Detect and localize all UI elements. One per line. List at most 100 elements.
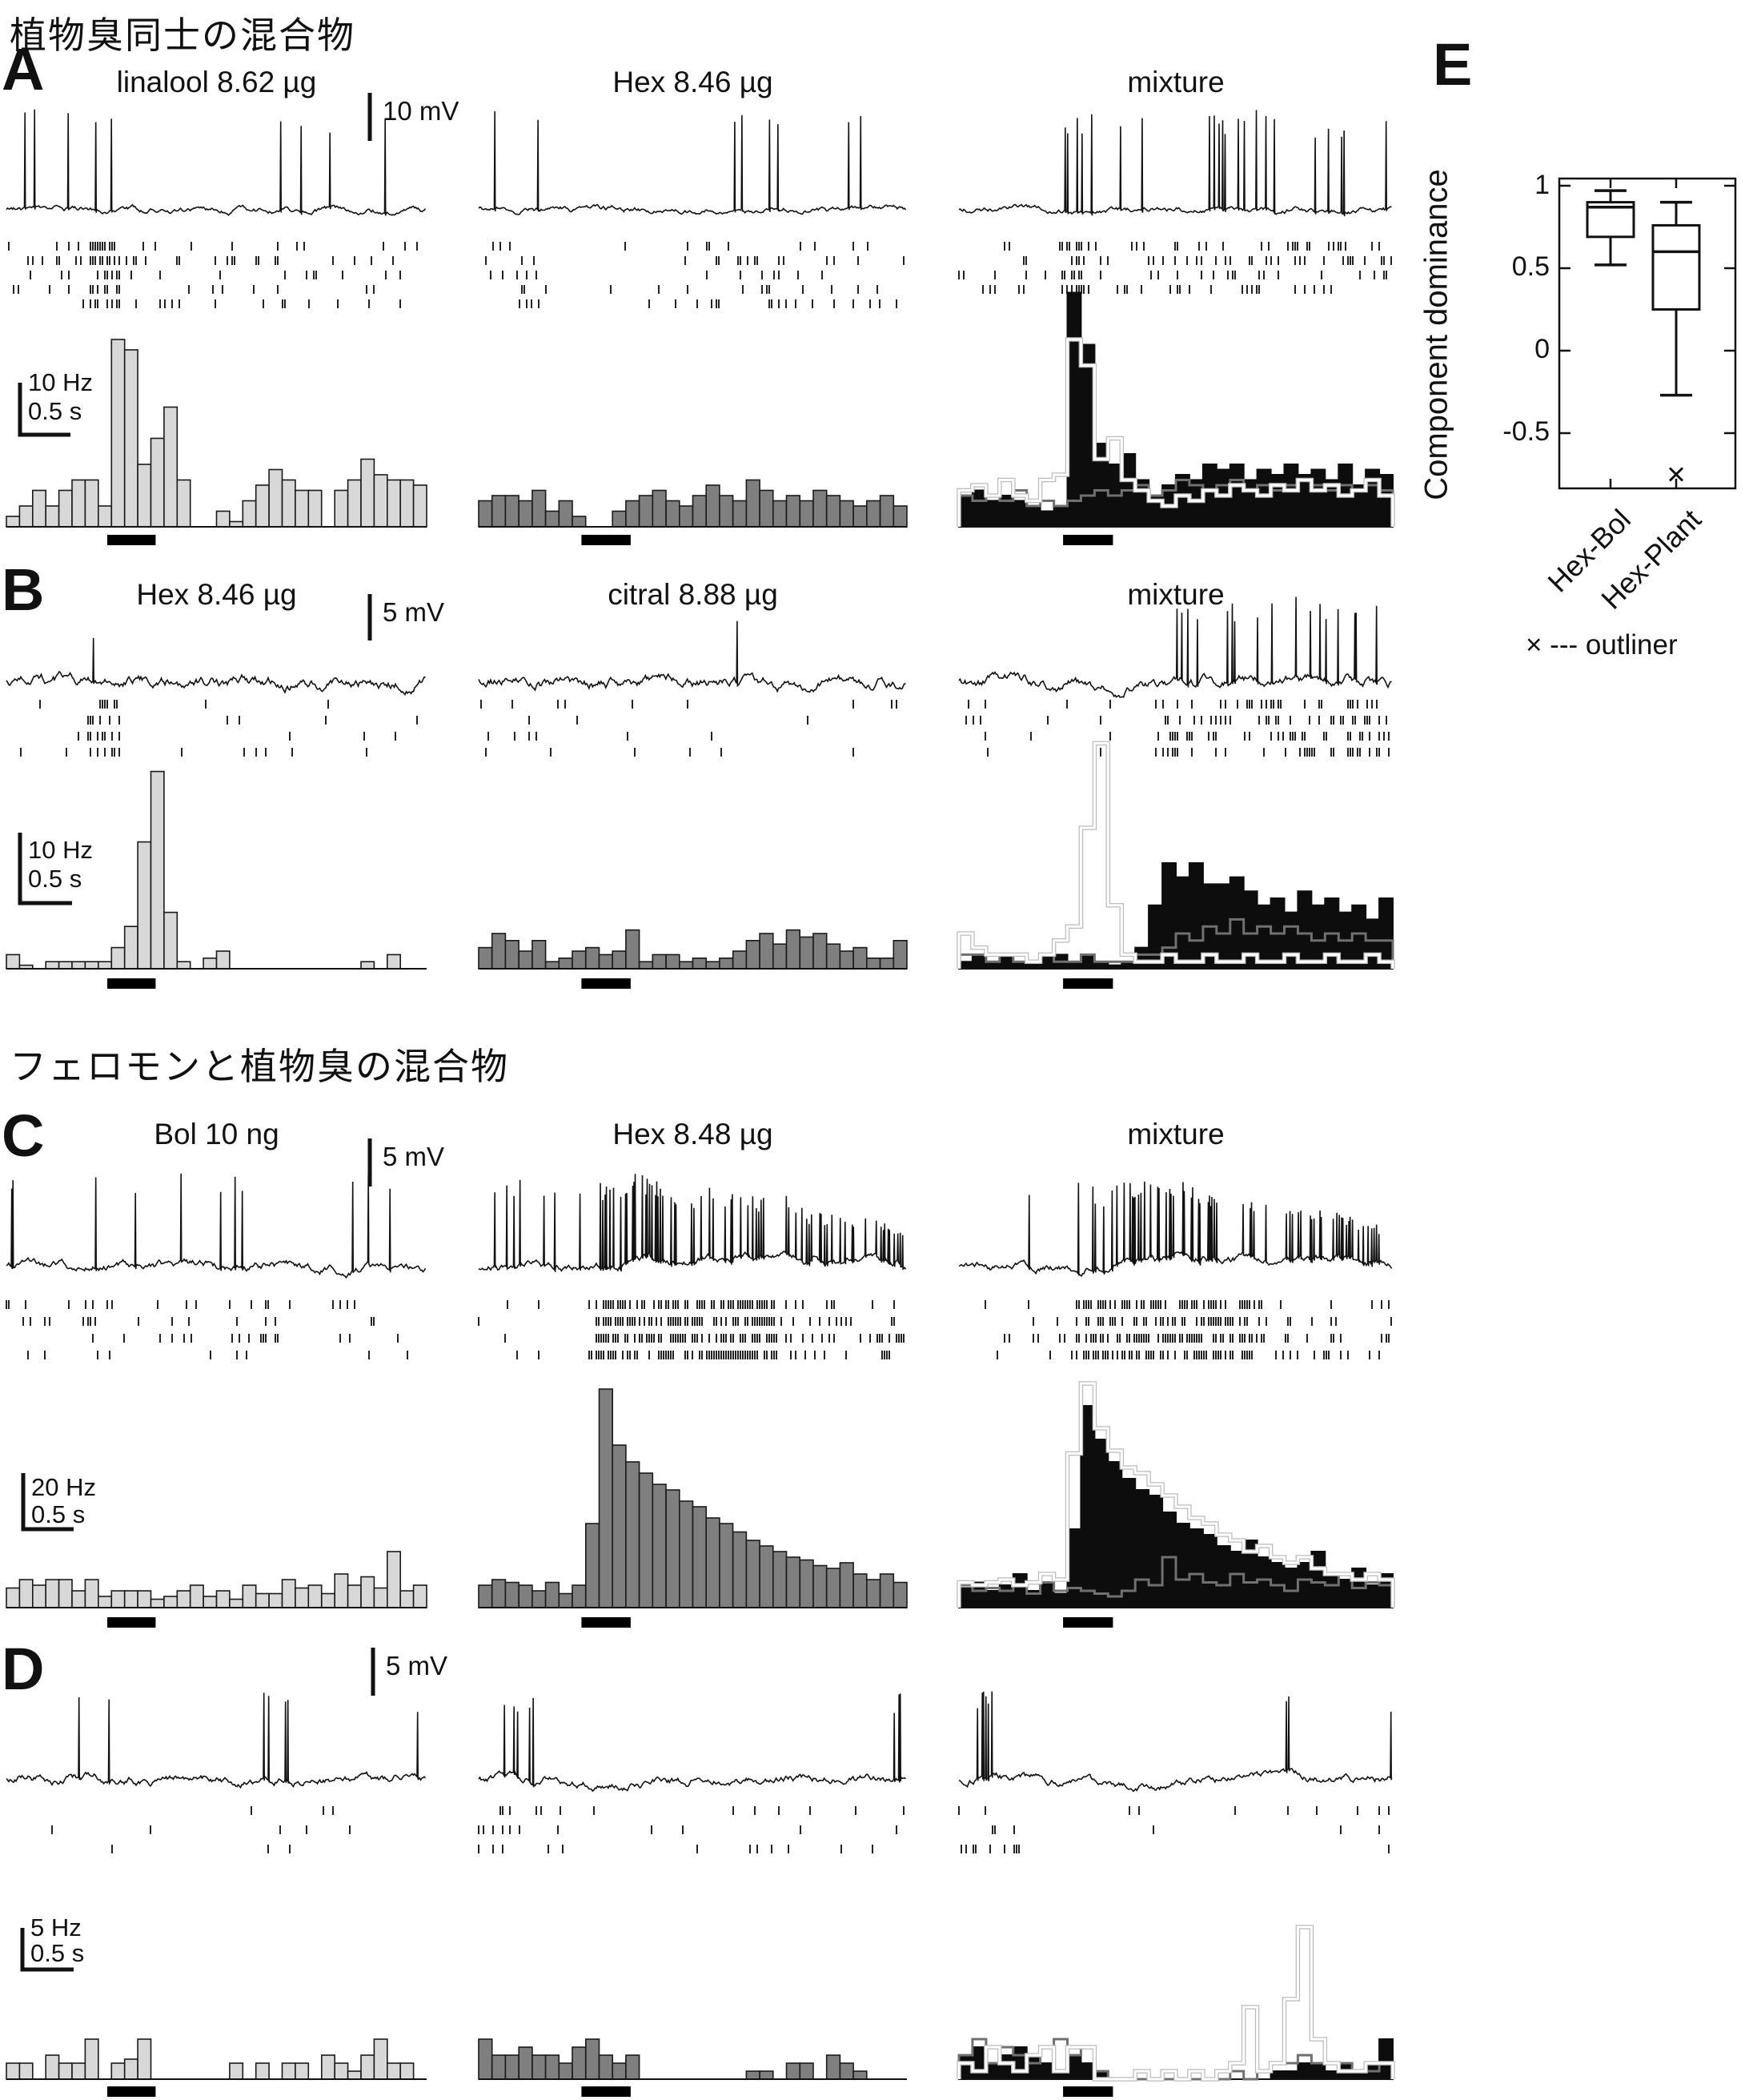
time-scale-label: 0.5 s — [31, 1500, 86, 1528]
panel-label-C: C — [2, 1102, 45, 1169]
stimulus-bar — [1063, 978, 1113, 989]
psth-bar — [203, 1596, 218, 1608]
psth-bar — [532, 1590, 547, 1608]
psth-bar — [692, 1506, 708, 1608]
psth-bar — [745, 940, 760, 970]
psth-bar — [347, 2070, 362, 2080]
psth-bar — [71, 961, 86, 970]
time-scale-label: 0.5 s — [30, 1939, 85, 1967]
psth-bar — [812, 1564, 828, 1608]
panel-label-D: D — [2, 1636, 45, 1702]
voltage-trace — [478, 110, 907, 215]
psth-bar — [558, 500, 573, 528]
psth-bar — [504, 2054, 519, 2080]
psth-bar — [812, 933, 828, 970]
panel-A-column-3 — [957, 110, 1395, 545]
panel-C-column-2 — [478, 1174, 908, 1628]
psth-bar — [785, 929, 801, 970]
component-outline-white — [957, 1382, 1394, 1608]
panel-C-column-1 — [6, 1173, 427, 1628]
rate-scale-label: 5 Hz — [30, 1913, 82, 1941]
psth-bar — [150, 770, 165, 970]
column-title: Hex 8.48 µg — [612, 1118, 773, 1150]
rate-time-scale-bracket — [18, 833, 72, 905]
psth-bar — [812, 489, 828, 528]
psth-bar — [150, 1598, 165, 1608]
psth-bar — [839, 950, 854, 970]
psth-bar — [84, 1579, 99, 1608]
psth-bar — [98, 505, 113, 528]
psth-bar — [295, 2062, 310, 2080]
psth-bar — [110, 2062, 126, 2080]
psth-bar — [598, 1388, 614, 1608]
psth-bar — [893, 505, 908, 528]
stimulus-bar — [1063, 535, 1113, 545]
voltage-trace — [958, 596, 1392, 698]
boxplot-ytick-neg05: -0.5 — [1502, 416, 1550, 447]
psth-bar — [491, 1579, 507, 1608]
psth-bar — [386, 1551, 401, 1608]
psth-bar — [719, 495, 734, 528]
panel-B-column-2 — [478, 620, 908, 989]
psth-bar — [6, 1587, 21, 1608]
psth-bar — [825, 2054, 841, 2080]
psth-bar — [360, 458, 375, 528]
psth-bar — [45, 505, 60, 528]
psth-bar — [572, 1584, 587, 1608]
column-title: linalool 8.62 µg — [116, 66, 317, 98]
psth-bar — [478, 946, 493, 970]
panel-label-A: A — [2, 36, 45, 102]
psth-bar — [825, 943, 841, 970]
psth-bar — [504, 1581, 519, 1608]
stimulus-bar — [107, 535, 156, 545]
stimulus-bar — [581, 2086, 631, 2097]
psth-bar — [281, 2062, 296, 2080]
panel-label-E: E — [1433, 31, 1473, 98]
psth-bar — [478, 2038, 493, 2080]
panel-C-column-3 — [957, 1181, 1395, 1628]
psth-bar — [612, 1444, 627, 1608]
psth-bar — [558, 2062, 573, 2080]
psth-bar — [785, 1556, 801, 1608]
psth-bar — [215, 1590, 231, 1608]
stimulus-bar — [107, 2086, 156, 2097]
psth-bar — [255, 2062, 270, 2080]
voltage-trace — [6, 1692, 427, 1789]
psth-bar — [879, 1573, 895, 1608]
column-title: Bol 10 ng — [154, 1118, 279, 1150]
psth-bar — [665, 1489, 680, 1608]
psth-bar — [584, 2038, 600, 2080]
psth-bar — [137, 841, 152, 970]
psth-bar — [625, 2054, 640, 2080]
psth-bar — [386, 2062, 401, 2080]
psth-bar — [110, 1590, 126, 1608]
mv-scale-label: 5 mV — [383, 1142, 445, 1171]
psth-bar — [825, 1568, 841, 1608]
psth-bar — [137, 2038, 152, 2080]
psth-bar — [759, 933, 774, 970]
psth-bar — [558, 1592, 573, 1608]
psth-bar — [598, 2054, 614, 2080]
psth-bar — [544, 1581, 560, 1608]
psth-bar — [45, 1579, 60, 1608]
column-title: Hex 8.46 µg — [136, 578, 297, 611]
psth-bar — [705, 961, 720, 970]
psth-bar — [31, 489, 46, 528]
psth-bar — [866, 1579, 881, 1608]
boxplot-ytick-05: 0.5 — [1511, 251, 1550, 282]
psth-bar — [532, 489, 547, 528]
psth-bar — [759, 1545, 774, 1608]
voltage-trace — [958, 1181, 1393, 1277]
psth-bar — [852, 2070, 868, 2080]
psth-bar — [18, 2062, 34, 2080]
psth-bar — [665, 500, 680, 528]
psth-bar — [123, 926, 138, 970]
psth-bar — [491, 933, 507, 970]
psth-bar — [518, 950, 533, 970]
psth-bar — [163, 406, 179, 528]
boxplot-component-dominance — [1558, 177, 1737, 490]
voltage-trace — [478, 1693, 907, 1793]
psth-bar — [584, 1523, 600, 1608]
